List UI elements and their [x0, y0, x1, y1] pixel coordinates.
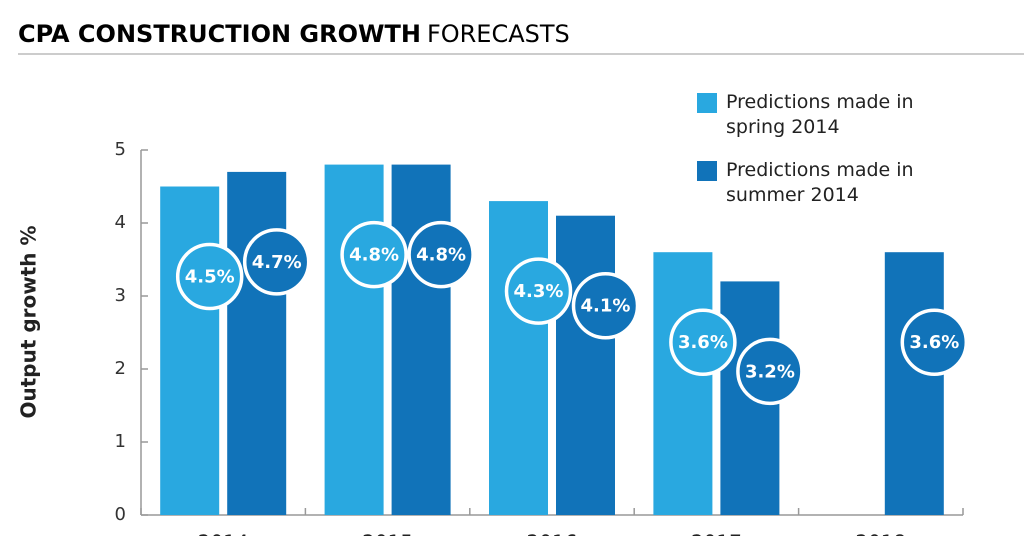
value-label: 3.2%	[745, 361, 795, 382]
value-label-badge	[340, 220, 408, 289]
value-label: 4.5%	[185, 267, 235, 288]
value-label-badge	[242, 228, 311, 296]
x-tick-label: 2016	[527, 531, 578, 536]
value-label: 4.8%	[349, 245, 399, 266]
value-label: 3.6%	[678, 332, 728, 353]
bar	[391, 164, 451, 515]
legend-label: Predictions made in spring 2014	[726, 91, 914, 138]
legend-item: Predictions made in spring 2014	[697, 90, 937, 140]
bar	[324, 164, 384, 515]
value-label-badge	[504, 257, 573, 325]
legend-label: Predictions made in summer 2014	[726, 159, 914, 206]
y-tick-label: 3	[115, 285, 126, 306]
legend-swatch	[697, 93, 717, 113]
legend-swatch	[697, 161, 717, 181]
value-label-badge	[669, 308, 737, 376]
value-label: 4.8%	[416, 245, 466, 266]
y-tick-label: 5	[115, 139, 126, 160]
x-tick-label: 2017	[691, 531, 742, 536]
chart-title: CPA CONSTRUCTION GROWTH FORECASTS	[18, 20, 570, 48]
y-axis-label: Output growth %	[17, 225, 41, 418]
x-tick-label: 2014	[198, 531, 249, 536]
x-tick-label: 2015	[362, 531, 413, 536]
x-tick-label: 2018	[855, 531, 906, 536]
value-label-badge	[571, 271, 640, 340]
value-label-badge	[175, 242, 244, 311]
bar	[884, 252, 944, 515]
value-label: 4.3%	[514, 281, 564, 302]
bar	[653, 252, 713, 515]
y-tick-label: 4	[115, 212, 126, 233]
legend: Predictions made in spring 2014 Predictio…	[697, 90, 937, 226]
title-bold: CPA CONSTRUCTION GROWTH	[18, 20, 421, 48]
legend-item: Predictions made in summer 2014	[697, 158, 937, 208]
y-tick-label: 2	[115, 358, 126, 379]
y-tick-label: 0	[115, 504, 126, 525]
value-label-badge	[407, 220, 475, 289]
bar	[489, 201, 548, 515]
value-label: 4.7%	[252, 252, 302, 273]
title-rest: FORECASTS	[427, 20, 570, 48]
bar	[227, 171, 287, 515]
bar	[160, 186, 220, 515]
bar	[556, 215, 615, 515]
value-label-badge	[900, 308, 969, 376]
value-label: 4.1%	[581, 296, 631, 317]
value-label: 3.6%	[909, 332, 959, 353]
y-tick-label: 1	[115, 431, 126, 452]
value-label-badge	[736, 337, 804, 406]
